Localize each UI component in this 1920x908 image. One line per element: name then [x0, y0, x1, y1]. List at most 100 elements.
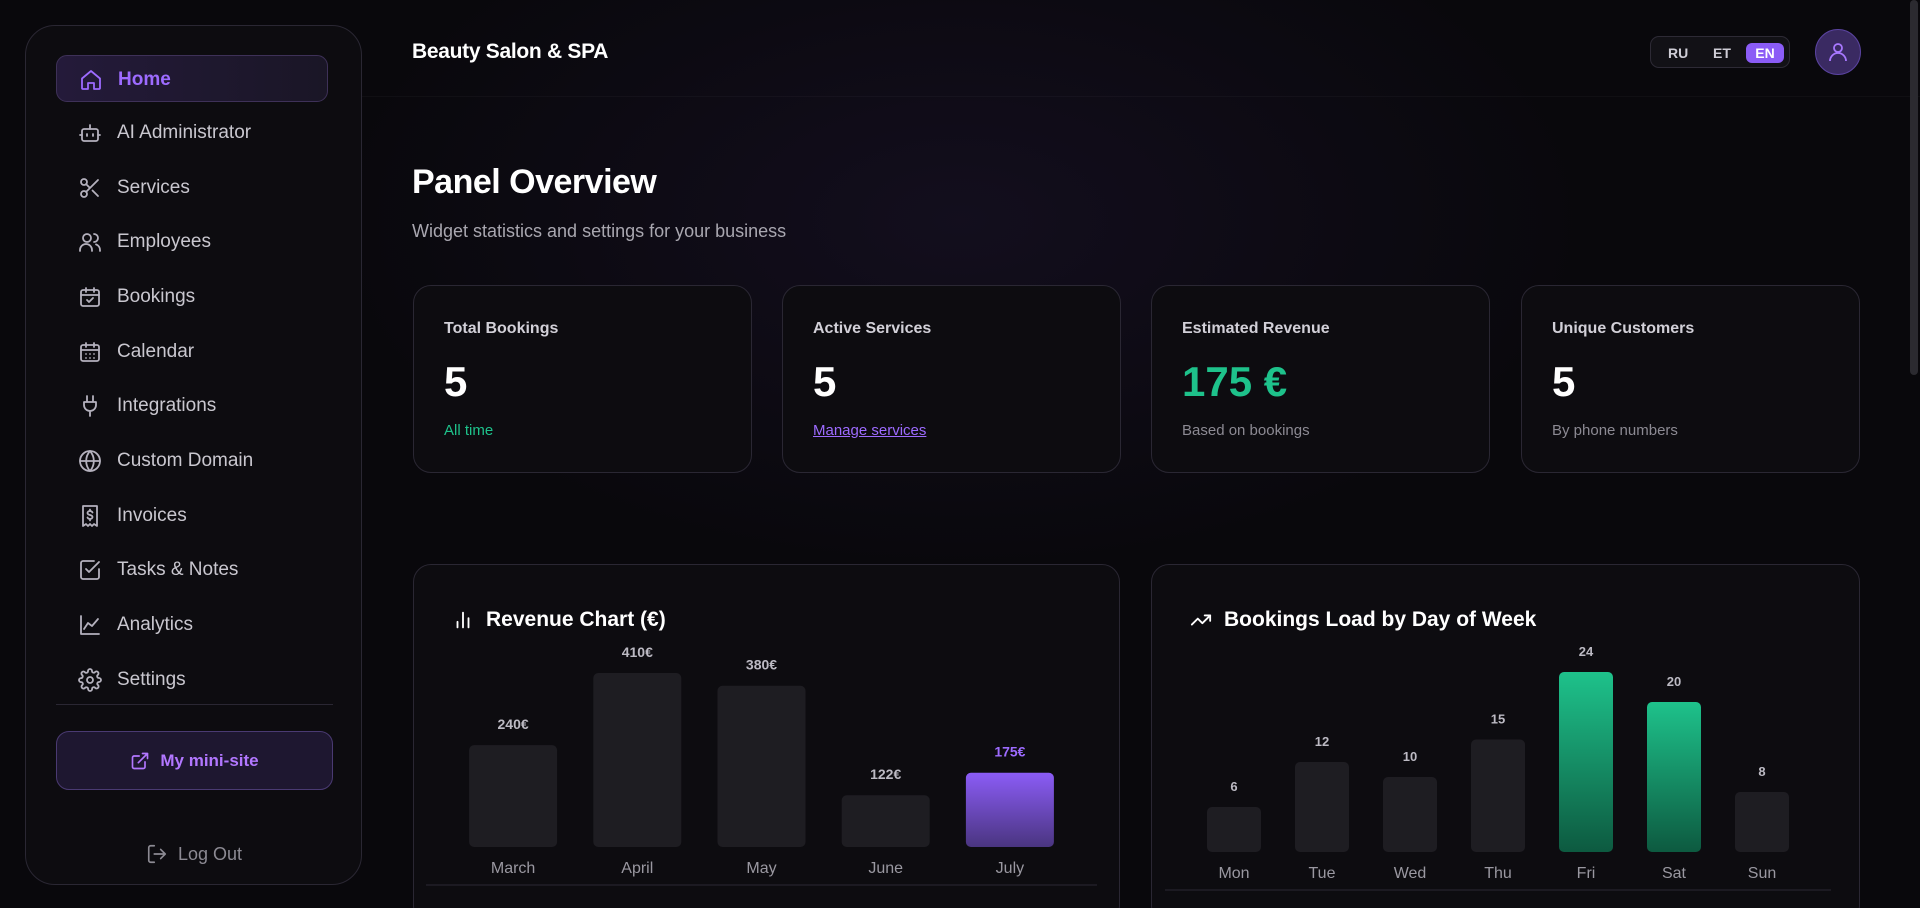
chart-category-label: Sat [1662, 865, 1687, 882]
bookings-load-chart-title: Bookings Load by Day of Week [1190, 608, 1536, 632]
page-title: Panel Overview [412, 163, 657, 201]
gear-icon [78, 668, 102, 692]
bot-icon [78, 121, 102, 145]
chart-bar[interactable] [717, 685, 806, 847]
sidebar-item-invoices[interactable]: Invoices [56, 492, 328, 539]
bookings-load-chart-title-text: Bookings Load by Day of Week [1224, 608, 1537, 631]
chart-category-label: July [996, 860, 1024, 877]
users-icon [78, 230, 102, 254]
chart-bar[interactable] [593, 673, 682, 847]
sidebar-item-custom-domain[interactable]: Custom Domain [56, 437, 328, 484]
sidebar-item-label: Bookings [117, 286, 196, 307]
language-switcher: RU ET EN [1650, 36, 1790, 68]
stat-card-total-bookings: Total Bookings 5 All time [413, 285, 752, 473]
chart-category-label: Fri [1577, 865, 1596, 882]
sidebar-item-label: AI Administrator [117, 122, 252, 143]
chart-category-label: March [491, 860, 535, 877]
page-subtitle: Widget statistics and settings for your … [412, 221, 787, 241]
stat-card-title: Active Services [813, 320, 932, 337]
sidebar: Home AI Administrator Services Employees… [25, 25, 362, 885]
stat-card-footer: Based on bookings [1182, 422, 1310, 439]
home-icon [79, 68, 103, 92]
sidebar-item-label: Custom Domain [117, 450, 254, 471]
sidebar-item-label: Employees [117, 231, 211, 252]
sidebar-item-label: Settings [117, 669, 186, 690]
my-mini-site-label: My mini-site [160, 750, 259, 770]
sidebar-item-analytics[interactable]: Analytics [56, 601, 328, 648]
receipt-icon [78, 504, 102, 528]
sidebar-item-settings[interactable]: Settings [56, 656, 328, 703]
sidebar-item-employees[interactable]: Employees [56, 218, 328, 265]
chart-value-label: 15 [1491, 712, 1505, 727]
sidebar-item-label: Services [117, 177, 190, 198]
chart-category-label: Tue [1309, 865, 1336, 882]
stat-card-footer: All time [444, 422, 494, 439]
chart-value-label: 380€ [746, 657, 777, 673]
revenue-chart: 240€ March 410€ April 380€ May 122€ June 175€ Jul… [426, 644, 1097, 886]
chart-bar[interactable] [469, 745, 558, 847]
chart-value-label: 122€ [870, 766, 901, 782]
stat-card-value: 5 [813, 358, 837, 405]
logout-icon [146, 843, 168, 865]
chart-bar[interactable] [1559, 672, 1613, 852]
language-option-ru[interactable]: RU [1668, 45, 1689, 61]
stat-card-active-services: Active Services 5 Manage services [782, 285, 1121, 473]
language-option-en[interactable]: EN [1746, 43, 1784, 63]
chart-value-label: 10 [1403, 749, 1417, 764]
chart-category-label: June [868, 860, 903, 877]
brand-name: Beauty Salon & SPA [412, 40, 609, 63]
logout-label: Log Out [178, 843, 243, 864]
stat-card-value: 5 [1552, 358, 1576, 405]
manage-services-link[interactable]: Manage services [813, 422, 927, 439]
chart-value-label: 24 [1579, 644, 1594, 659]
bookings-load-chart: 6 Mon 12 Tue 10 Wed 15 Thu 24 Fri 20 Sat 8 Sun [1165, 644, 1831, 891]
chart-value-label: 175€ [994, 744, 1025, 760]
chart-bar[interactable] [1735, 792, 1789, 852]
chart-value-label: 8 [1758, 764, 1765, 779]
sidebar-item-ai-administrator[interactable]: AI Administrator [56, 109, 328, 156]
page-scrollbar[interactable] [1910, 0, 1918, 375]
sidebar-item-label: Home [118, 69, 171, 90]
calendar-check-icon [78, 285, 102, 309]
sidebar-item-bookings[interactable]: Bookings [56, 273, 328, 320]
stat-card-value: 5 [444, 358, 468, 405]
chart-bar[interactable] [841, 795, 930, 847]
chart-value-label: 240€ [498, 716, 529, 732]
plug-icon [78, 394, 102, 418]
chart-bar[interactable] [1207, 807, 1261, 852]
calendar-icon [78, 340, 102, 364]
globe-icon [78, 449, 102, 473]
sidebar-item-label: Invoices [117, 505, 187, 526]
stat-card-title: Unique Customers [1552, 320, 1695, 337]
my-mini-site-button[interactable]: My mini-site [56, 731, 333, 790]
chart-value-label: 410€ [622, 644, 653, 660]
stat-card-footer: By phone numbers [1552, 422, 1678, 439]
sidebar-item-label: Integrations [117, 395, 217, 416]
chart-bar[interactable] [1647, 702, 1701, 852]
sidebar-item-tasks-notes[interactable]: Tasks & Notes [56, 546, 328, 593]
stat-card-unique-customers: Unique Customers 5 By phone numbers [1521, 285, 1860, 473]
sidebar-item-integrations[interactable]: Integrations [56, 382, 328, 429]
checkbox-icon [78, 558, 102, 582]
chart-category-label: Wed [1394, 865, 1427, 882]
sidebar-item-home[interactable]: Home [56, 55, 328, 102]
chart-category-label: Thu [1484, 865, 1512, 882]
chart-value-label: 20 [1667, 674, 1681, 689]
stat-card-value: 175 € [1182, 358, 1288, 405]
chart-bar[interactable] [1471, 739, 1525, 853]
chart-bar[interactable] [1295, 762, 1349, 852]
chart-bar[interactable] [1383, 777, 1437, 852]
sidebar-item-calendar[interactable]: Calendar [56, 328, 328, 375]
chart-bar[interactable] [965, 772, 1054, 847]
line-chart-icon [78, 613, 102, 637]
logout-button[interactable]: Log Out [146, 840, 242, 868]
header-divider [362, 96, 1920, 97]
user-avatar-button[interactable] [1815, 29, 1861, 75]
chart-category-label: May [746, 860, 776, 877]
sidebar-item-label: Calendar [117, 341, 195, 362]
sidebar-item-label: Tasks & Notes [117, 559, 239, 580]
sidebar-item-label: Analytics [117, 614, 194, 635]
language-option-et[interactable]: ET [1713, 45, 1731, 61]
chart-category-label: Sun [1748, 865, 1776, 882]
sidebar-item-services[interactable]: Services [56, 164, 328, 211]
